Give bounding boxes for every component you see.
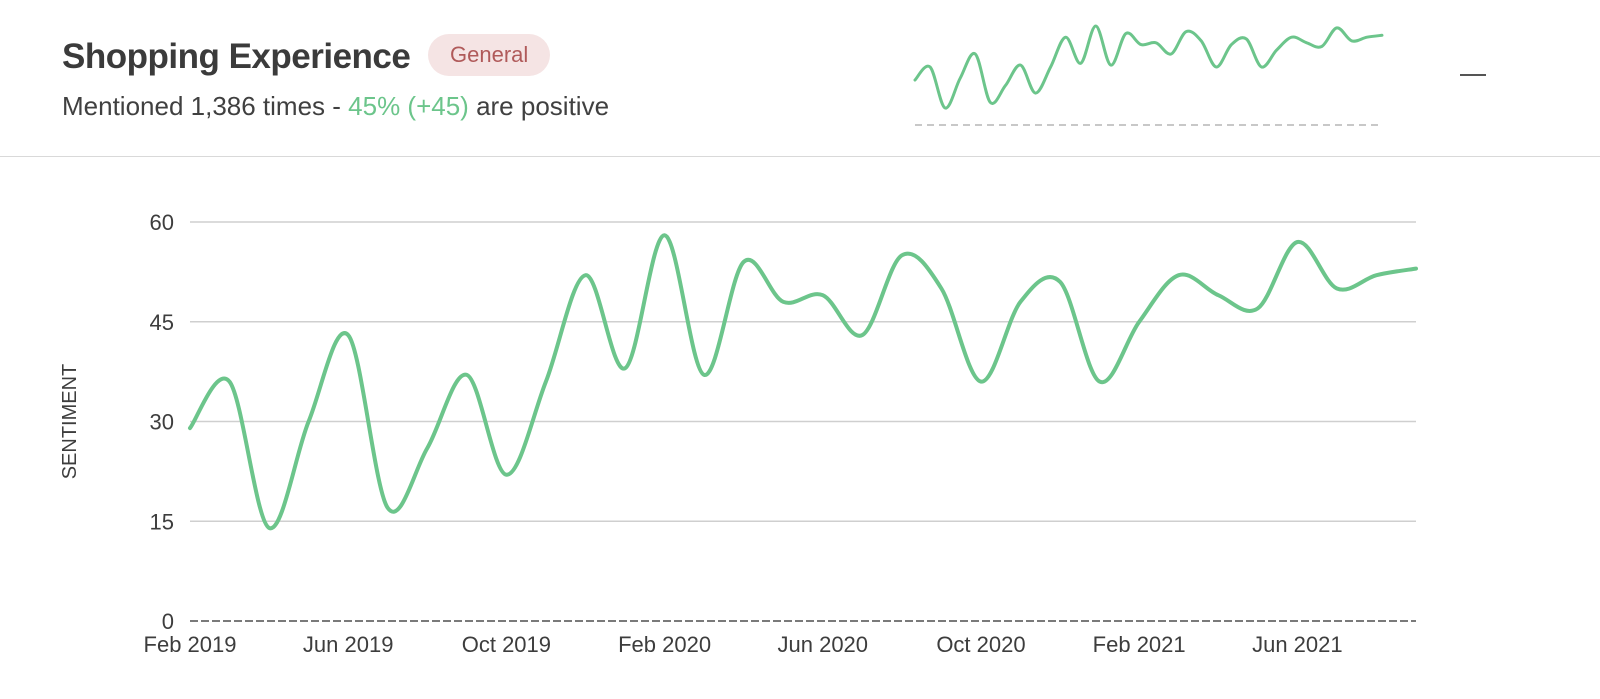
y-tick-label: 60 [150, 210, 174, 235]
x-tick-label: Feb 2019 [144, 632, 237, 657]
sparkline-line [913, 24, 1384, 110]
sentiment-line-chart: 0 15 30 45 60 Feb 2019 Jun 2019 Oct 2019 Feb 20… [59, 210, 1418, 657]
x-tick-label: Jun 2020 [778, 632, 869, 657]
y-axis-label: SENTIMENT [59, 364, 81, 480]
minus-icon[interactable] [1456, 62, 1492, 86]
sentiment-chart: 0 15 30 45 60 Feb 2019 Jun 2019 Oct 2019 Feb 20… [0, 157, 1600, 694]
x-tick-label: Jun 2021 [1252, 632, 1343, 657]
y-tick-label: 30 [150, 410, 174, 435]
page-title: Shopping Experience [62, 37, 411, 76]
x-tick-label: Jun 2019 [303, 632, 394, 657]
sentiment-sparkline [913, 24, 1384, 126]
positive-suffix-text: are positive [468, 91, 610, 121]
category-badge: General [428, 34, 551, 76]
series-line [188, 233, 1418, 530]
x-tick-label: Feb 2021 [1093, 632, 1186, 657]
x-tick-label: Oct 2019 [462, 632, 551, 657]
card-header: Shopping Experience General Mentioned 1,… [0, 0, 1600, 157]
mention-count-text: Mentioned 1,386 times - [62, 91, 349, 121]
x-tick-label: Oct 2020 [936, 632, 1025, 657]
y-tick-label: 45 [150, 310, 174, 335]
mention-summary: Mentioned 1,386 times - 45% (+45) are po… [62, 88, 609, 124]
y-tick-label: 0 [162, 609, 174, 634]
positive-percentage: 45% (+45) [348, 91, 469, 121]
x-tick-label: Feb 2020 [618, 632, 711, 657]
y-tick-label: 15 [150, 509, 174, 534]
